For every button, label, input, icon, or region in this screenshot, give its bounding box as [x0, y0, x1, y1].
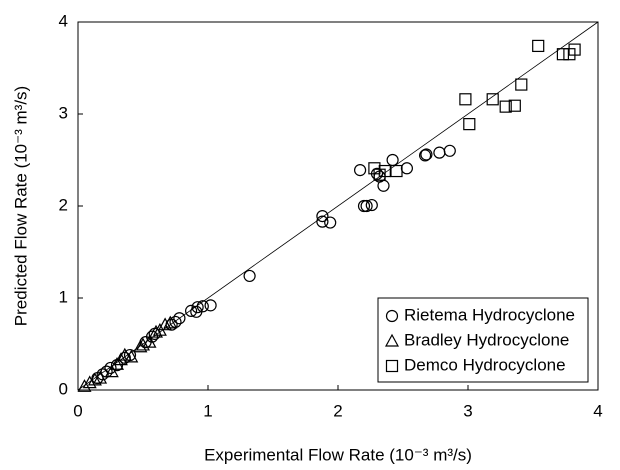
point: [87, 372, 102, 386]
point: [515, 78, 528, 91]
point: [135, 337, 151, 351]
point: [354, 164, 367, 177]
point: [420, 148, 433, 161]
point: [243, 269, 256, 283]
y-tick-label: 1: [59, 287, 68, 306]
y-axis-title: Predicted Flow Rate (10⁻³ m³/s): [11, 86, 30, 326]
x-tick-label: 3: [463, 401, 472, 420]
point: [324, 216, 337, 229]
point: [365, 198, 378, 212]
y-tick-label: 3: [59, 103, 68, 122]
point: [142, 334, 157, 348]
point: [204, 299, 217, 312]
point: [459, 93, 472, 106]
point: [486, 93, 499, 106]
point: [419, 149, 432, 162]
legend-label: Bradley Hydrocyclone: [404, 330, 569, 349]
point: [400, 162, 413, 175]
legend-marker: [385, 359, 399, 373]
point: [443, 144, 456, 157]
legend-marker: [385, 309, 399, 323]
point: [390, 164, 403, 178]
point: [556, 48, 570, 61]
point: [148, 324, 164, 338]
point: [508, 99, 521, 112]
legend-box: [377, 297, 589, 383]
point: [96, 368, 109, 381]
legend-label: Demco Hydrocyclone: [404, 355, 566, 374]
x-axis-title: Experimental Flow Rate (10⁻³ m³/s): [204, 445, 472, 464]
point: [77, 379, 92, 392]
point: [499, 100, 512, 113]
point: [373, 168, 386, 181]
point: [386, 153, 399, 167]
point: [173, 312, 186, 325]
point: [133, 339, 148, 353]
point: [463, 118, 476, 131]
point: [191, 301, 204, 314]
point: [104, 364, 119, 378]
x-tick-label: 0: [73, 401, 82, 420]
point: [109, 356, 125, 370]
point: [360, 199, 373, 213]
y-tick-label: 4: [59, 11, 68, 30]
legend-label: Rietema Hydrocyclone: [404, 305, 575, 324]
point: [158, 317, 173, 331]
point: [433, 146, 446, 159]
point: [316, 210, 329, 223]
x-tick-label: 4: [593, 401, 602, 420]
point: [316, 215, 329, 228]
parity-line: [77, 21, 599, 391]
x-tick-label: 1: [203, 401, 212, 420]
legend-marker: [384, 333, 400, 347]
y-tick-label: 0: [59, 379, 68, 398]
x-tick-label: 2: [333, 401, 342, 420]
point: [190, 305, 203, 318]
point: [185, 304, 198, 317]
point: [163, 315, 178, 329]
y-tick-label: 2: [59, 195, 68, 214]
point: [82, 375, 97, 389]
point: [104, 361, 117, 375]
point: [568, 43, 581, 56]
point: [532, 39, 545, 53]
